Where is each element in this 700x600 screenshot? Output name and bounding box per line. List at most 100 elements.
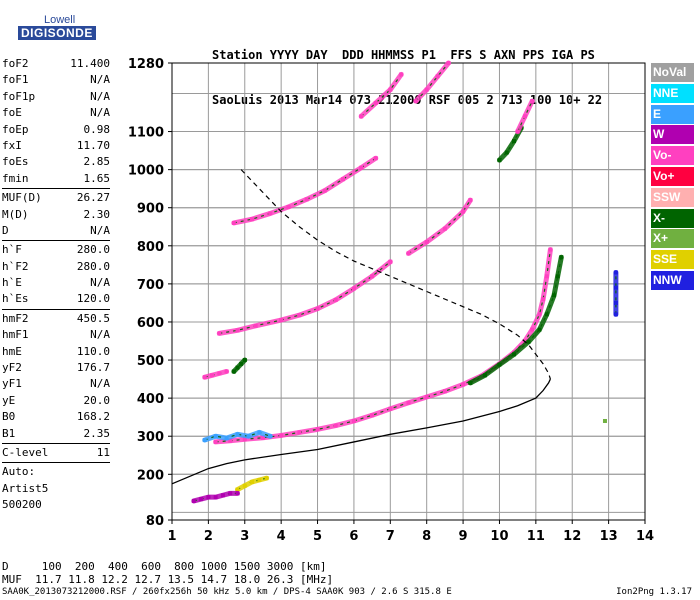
echo-trace-x <box>470 257 562 384</box>
echo-point <box>286 204 291 209</box>
echo-trace <box>496 125 524 163</box>
echo-point <box>482 373 487 378</box>
param-value: 280.0 <box>76 243 110 257</box>
param-row: foEp 0.98 <box>2 122 110 138</box>
param-row: C-level 11 <box>2 445 110 461</box>
echo-point <box>315 306 320 311</box>
param-value: N/A <box>90 377 110 391</box>
param-row: foEs 2.85 <box>2 154 110 170</box>
echo-point <box>497 362 502 367</box>
param-name: foEp <box>2 122 29 136</box>
y-tick-label: 200 <box>137 468 164 483</box>
echo-point <box>424 239 429 244</box>
param-row: hmE 110.0 <box>2 344 110 360</box>
echo-point <box>242 483 247 488</box>
echo-point <box>552 293 557 298</box>
echo-point <box>242 358 247 363</box>
legend-item: SSE <box>651 250 694 270</box>
echo-point <box>213 439 218 444</box>
x-tick-label: 12 <box>563 529 581 544</box>
y-tick-label: 700 <box>137 278 164 293</box>
echo-point <box>359 165 364 170</box>
param-value: 168.2 <box>76 410 110 424</box>
y-tick-label: 1280 <box>128 57 164 72</box>
echo-point <box>373 100 378 105</box>
echo-point <box>264 476 269 481</box>
param-name: MUF(D) <box>2 191 42 205</box>
x-tick-label: 8 <box>422 529 431 544</box>
param-value: N/A <box>90 73 110 87</box>
legend-item: NoVal <box>651 63 694 82</box>
distance-row: D 100 200 400 600 800 1000 1500 3000 [km… <box>2 560 327 573</box>
echo-point <box>522 114 527 119</box>
electron-density-profile <box>171 378 551 485</box>
echo-point <box>224 436 229 441</box>
param-value: 120.0 <box>76 292 110 306</box>
echo-point <box>424 87 429 92</box>
auto-line: 500200 <box>2 498 42 512</box>
param-name: foF1 <box>2 73 29 87</box>
echo-point <box>388 406 393 411</box>
param-row: fxI 11.70 <box>2 138 110 154</box>
echo-point <box>461 209 466 214</box>
param-name: C-level <box>2 445 49 459</box>
x-tick-label: 13 <box>600 529 618 544</box>
echo-trace <box>213 247 553 445</box>
param-name: B0 <box>2 410 16 424</box>
param-name: fmin <box>2 171 29 185</box>
echo-point <box>359 114 364 119</box>
param-row: fmin 1.65 <box>2 171 110 187</box>
echo-trace-x <box>233 157 377 224</box>
echo-point <box>388 259 393 264</box>
echo-point <box>559 255 564 260</box>
param-name: foF1p <box>2 89 36 103</box>
echo-point <box>242 437 247 442</box>
echo-point <box>512 352 517 357</box>
param-name: yF2 <box>2 361 22 375</box>
echo-point <box>406 400 411 405</box>
station-header: Station YYYY DAY DDD HHMMSS P1 FFS S AXN… <box>212 18 602 123</box>
param-row: MUF(D) 26.27 <box>2 190 110 206</box>
logo-line1: Lowell <box>44 14 76 26</box>
legend-item: X+ <box>651 229 694 249</box>
echo-point <box>202 375 207 380</box>
param-value: N/A <box>90 276 110 290</box>
echo-point <box>235 491 240 496</box>
param-row: foF1 N/A <box>2 72 110 88</box>
echo-point <box>250 479 255 484</box>
echo-point <box>442 226 447 231</box>
param-value: 20.0 <box>83 393 111 407</box>
y-tick-label: 900 <box>137 202 164 217</box>
y-tick-label: 600 <box>137 316 164 331</box>
param-value: 2.30 <box>83 207 111 221</box>
param-value: 2.85 <box>83 155 111 169</box>
x-tick-label: 5 <box>313 529 322 544</box>
muf-curve <box>240 169 551 380</box>
param-separator <box>2 240 110 242</box>
echo-point <box>512 139 517 144</box>
logo-line2: DIGISONDE <box>18 26 96 40</box>
echo-point <box>268 434 273 439</box>
echo-point <box>544 312 549 317</box>
echo-point <box>544 274 549 279</box>
echo-point <box>388 87 393 92</box>
echo-point <box>217 371 222 376</box>
echo-point <box>555 274 560 279</box>
auto-line: Auto: <box>2 465 36 479</box>
param-row: B1 2.35 <box>2 426 110 442</box>
echo-trace-x <box>219 261 391 334</box>
echo-point <box>602 418 607 423</box>
echo-point <box>228 491 233 496</box>
echo-point <box>199 497 204 502</box>
x-tick-label: 2 <box>204 529 213 544</box>
legend-item: Vo+ <box>651 166 694 186</box>
echo-point <box>351 418 356 423</box>
echo-point <box>442 389 447 394</box>
x-tick-label: 14 <box>636 529 654 544</box>
param-value: N/A <box>90 328 110 342</box>
legend-item: NNW <box>651 270 694 290</box>
legend-item: W <box>651 125 694 145</box>
param-name: D <box>2 223 9 237</box>
param-name: h`F <box>2 243 22 257</box>
